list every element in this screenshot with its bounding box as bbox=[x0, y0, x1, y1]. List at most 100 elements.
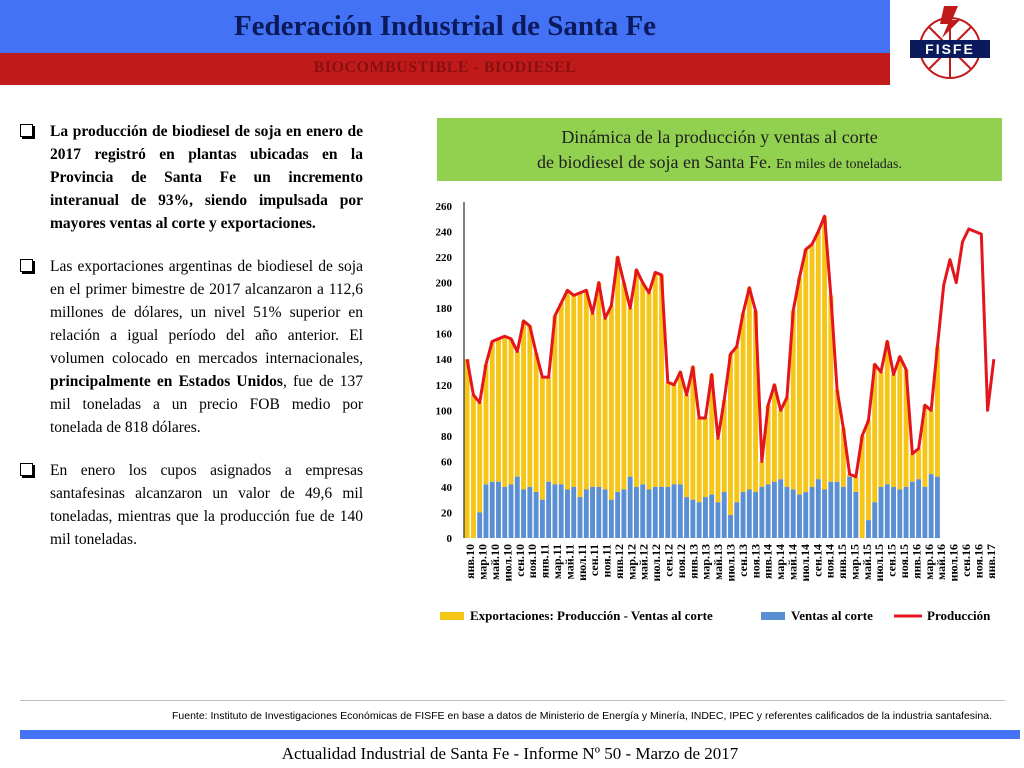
export-bar bbox=[546, 377, 552, 482]
chart-title-box: Dinámica de la producción y ventas al co… bbox=[437, 118, 1002, 181]
export-bar bbox=[502, 336, 508, 487]
legend-label: Producción bbox=[927, 608, 991, 623]
checkbox-bullet-icon bbox=[20, 259, 33, 272]
export-bar bbox=[903, 369, 909, 487]
blend-sales-bar bbox=[759, 486, 765, 538]
blend-sales-bar bbox=[583, 489, 589, 538]
export-bar bbox=[834, 389, 840, 482]
blend-sales-bar bbox=[916, 479, 922, 538]
blend-sales-bar bbox=[728, 515, 733, 538]
export-bar bbox=[671, 384, 677, 485]
export-bar bbox=[552, 315, 558, 485]
export-bar bbox=[640, 282, 646, 485]
legend-swatch bbox=[440, 612, 464, 620]
blend-sales-bar bbox=[934, 476, 940, 538]
x-tick-label: июл.11 bbox=[575, 544, 589, 581]
x-tick-label: янв.11 bbox=[538, 544, 552, 578]
blend-sales-bar bbox=[897, 489, 903, 538]
export-bar bbox=[884, 341, 890, 485]
export-bar bbox=[702, 417, 708, 498]
blend-sales-bar bbox=[539, 499, 545, 538]
export-bar bbox=[565, 290, 570, 490]
blend-sales-bar bbox=[621, 489, 627, 538]
export-bar bbox=[797, 277, 802, 495]
legend-label: Exportaciones: Producción - Ventas al co… bbox=[470, 608, 713, 623]
x-tick-label: янв.15 bbox=[835, 544, 849, 579]
export-bar bbox=[489, 341, 495, 482]
y-tick-label: 140 bbox=[436, 354, 453, 366]
y-tick-label: 20 bbox=[441, 507, 453, 519]
y-tick-label: 180 bbox=[436, 303, 453, 315]
export-bar bbox=[897, 356, 903, 490]
export-bar bbox=[633, 269, 639, 487]
legend-swatch bbox=[761, 612, 785, 620]
blend-sales-bar bbox=[715, 502, 721, 538]
export-bar bbox=[859, 435, 865, 538]
page-title: Federación Industrial de Santa Fe bbox=[233, 10, 657, 42]
production-line bbox=[465, 214, 996, 479]
export-bar bbox=[872, 364, 878, 503]
blend-sales-bar bbox=[558, 484, 564, 538]
x-tick-label: мар.11 bbox=[550, 544, 564, 579]
blend-sales-bar bbox=[909, 481, 915, 538]
x-tick-label: мар.12 bbox=[624, 544, 638, 580]
export-bar bbox=[746, 287, 752, 490]
export-bar bbox=[866, 420, 871, 521]
export-bar bbox=[778, 410, 784, 480]
export-bar bbox=[646, 292, 652, 490]
blend-sales-bar bbox=[684, 497, 690, 538]
y-tick-label: 200 bbox=[436, 278, 453, 290]
x-tick-label: ноя.10 bbox=[525, 544, 539, 578]
blend-sales-bar bbox=[922, 486, 928, 538]
export-bar bbox=[615, 257, 621, 493]
export-bar bbox=[684, 394, 690, 498]
bullet-text-bold: principalmente en Estados Unidos bbox=[50, 373, 283, 390]
blend-sales-bar bbox=[746, 489, 752, 538]
blend-sales-bar bbox=[546, 481, 552, 538]
blend-sales-bar bbox=[640, 484, 646, 538]
export-bar bbox=[470, 394, 476, 538]
blend-sales-bar bbox=[577, 497, 583, 538]
blend-sales-bar bbox=[615, 492, 621, 538]
footer-text: Actualidad Industrial de Santa Fe - Info… bbox=[281, 744, 739, 763]
export-bar bbox=[527, 326, 533, 487]
x-tick-label: май.16 bbox=[934, 544, 948, 580]
export-bar bbox=[590, 313, 595, 487]
x-tick-label: мар.16 bbox=[922, 544, 936, 580]
export-bar bbox=[539, 377, 545, 500]
export-bar bbox=[759, 461, 765, 487]
export-bar bbox=[840, 428, 846, 487]
export-bar bbox=[765, 405, 771, 485]
header-band bbox=[0, 0, 890, 53]
x-tick-label: сен.16 bbox=[959, 544, 973, 577]
x-tick-label: янв.14 bbox=[761, 544, 775, 579]
blend-sales-bar bbox=[828, 481, 834, 538]
y-tick-label: 80 bbox=[441, 431, 453, 443]
x-tick-label: сен.10 bbox=[513, 544, 527, 577]
blend-sales-bar bbox=[734, 502, 740, 538]
export-bar bbox=[514, 351, 520, 477]
chart-title-unit: En miles de toneladas. bbox=[775, 157, 902, 172]
blend-sales-bar bbox=[765, 484, 771, 538]
export-bar bbox=[784, 397, 790, 487]
blend-sales-bar bbox=[508, 484, 514, 538]
y-tick-label: 220 bbox=[436, 252, 453, 264]
x-tick-label: янв.16 bbox=[909, 544, 923, 579]
blend-sales-bar bbox=[702, 497, 708, 538]
export-bar bbox=[690, 366, 696, 500]
x-tick-label: мар.14 bbox=[773, 544, 787, 580]
blend-sales-bar bbox=[565, 489, 570, 538]
export-bar bbox=[740, 313, 746, 493]
x-tick-label: май.11 bbox=[562, 544, 576, 579]
x-tick-label: июл.13 bbox=[724, 544, 738, 582]
export-bar bbox=[659, 274, 664, 487]
blend-sales-bar bbox=[596, 486, 602, 538]
blend-sales-bar bbox=[803, 492, 809, 538]
subtitle-band bbox=[0, 53, 890, 85]
y-tick-label: 120 bbox=[436, 380, 453, 392]
export-bar bbox=[828, 295, 834, 482]
export-bar bbox=[508, 338, 514, 485]
blend-sales-bar bbox=[671, 484, 677, 538]
export-bar bbox=[728, 354, 733, 516]
blend-sales-bar bbox=[690, 499, 696, 538]
